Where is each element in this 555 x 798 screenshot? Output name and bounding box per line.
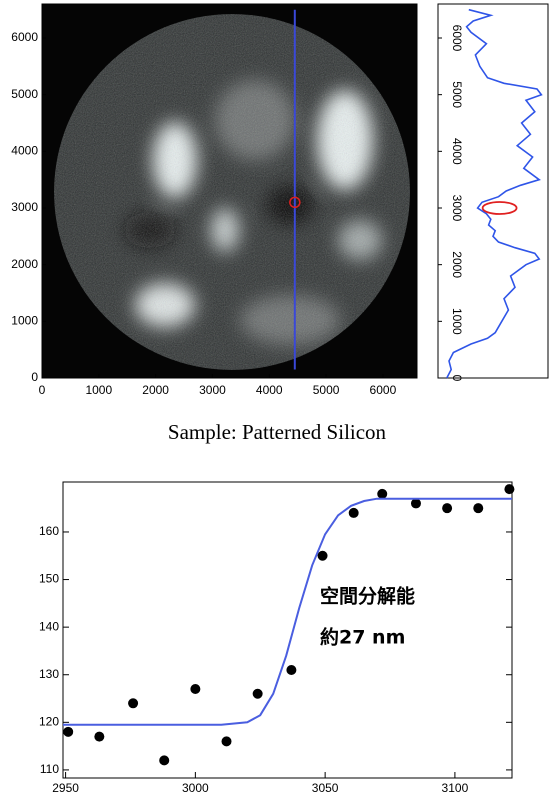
data-point — [190, 684, 201, 695]
y-tick-label: 5000 — [11, 87, 38, 101]
data-point — [473, 503, 484, 514]
y-tick-label: 0 — [450, 375, 464, 382]
x-tick-label: 3000 — [182, 781, 209, 795]
x-tick-label: 5000 — [313, 383, 340, 397]
y-tick-label: 120 — [39, 714, 59, 728]
caption: Sample: Patterned Silicon — [168, 420, 387, 444]
x-tick-label: 0 — [39, 383, 46, 397]
x-tick-label: 2000 — [142, 383, 169, 397]
data-point — [252, 688, 263, 699]
data-point — [286, 664, 297, 675]
y-tick-label: 2000 — [450, 251, 464, 278]
data-point — [504, 484, 515, 495]
profile-marker — [481, 201, 518, 215]
y-tick-label: 4000 — [450, 138, 464, 165]
y-tick-label: 150 — [39, 572, 59, 586]
y-tick-label: 5000 — [450, 81, 464, 108]
x-tick-label: 2950 — [52, 781, 79, 795]
profile-frame — [437, 3, 549, 379]
y-tick-label: 110 — [40, 762, 59, 776]
y-tick-label: 6000 — [11, 30, 38, 44]
y-tick-label: 4000 — [11, 144, 38, 158]
annotation: 約27 nm — [320, 626, 405, 649]
data-point — [410, 498, 421, 509]
x-tick-label: 3000 — [199, 383, 226, 397]
y-tick-label: 140 — [39, 619, 59, 633]
annotation: 空間分解能 — [320, 585, 415, 608]
data-point — [159, 755, 170, 766]
profile-line — [446, 8, 543, 379]
data-point — [94, 731, 105, 742]
x-tick-label: 1000 — [85, 383, 112, 397]
x-tick-label: 4000 — [256, 383, 283, 397]
image-content — [54, 14, 410, 370]
plot-frame — [62, 481, 513, 779]
data-point — [317, 550, 328, 561]
y-tick-label: 1000 — [11, 314, 38, 328]
y-tick-label: 160 — [39, 524, 59, 538]
x-tick-label: 3100 — [442, 781, 469, 795]
y-tick-label: 3000 — [11, 200, 38, 214]
data-point — [128, 698, 139, 709]
cut-marker — [289, 196, 301, 209]
data-point — [442, 503, 453, 514]
y-tick-label: 3000 — [450, 195, 464, 222]
data-point — [63, 726, 74, 737]
x-tick-label: 3050 — [312, 781, 339, 795]
y-tick-label: 2000 — [11, 257, 38, 271]
x-tick-label: 6000 — [370, 383, 397, 397]
y-tick-label: 130 — [39, 667, 59, 681]
y-tick-label: 6000 — [450, 25, 464, 52]
data-point — [377, 488, 388, 499]
y-tick-label: 0 — [31, 370, 38, 384]
data-point — [348, 507, 359, 518]
y-tick-label: 1000 — [450, 308, 464, 335]
data-point — [221, 736, 232, 747]
fit-line — [63, 497, 512, 726]
image-frame — [41, 3, 418, 379]
